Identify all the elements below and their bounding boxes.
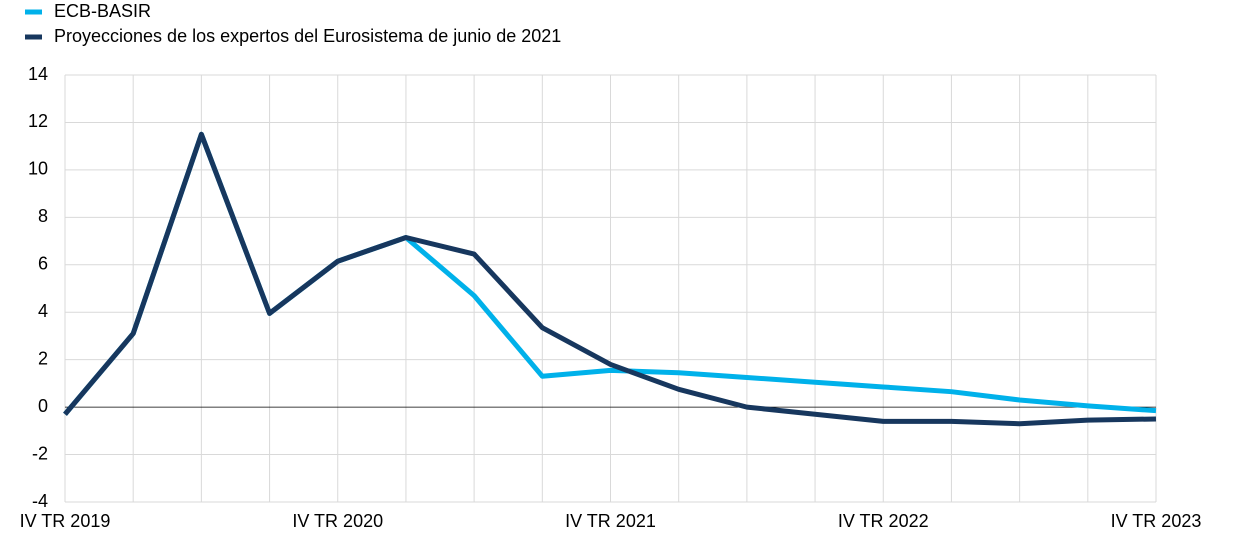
y-tick-label: 6 [38,254,48,274]
x-tick-label: IV TR 2020 [292,511,383,531]
x-tick-label: IV TR 2023 [1111,511,1202,531]
series-line [63,131,1157,427]
y-tick-label: -4 [32,491,48,511]
x-tick-label: IV TR 2019 [20,511,111,531]
legend-label: Proyecciones de los expertos del Eurosis… [54,26,561,46]
legend-label: ECB-BASIR [54,1,151,21]
y-tick-label: 4 [38,301,48,321]
y-tick-label: 0 [38,396,48,416]
y-tick-label: -2 [32,443,48,463]
y-tick-label: 10 [28,159,48,179]
y-tick-label: 14 [28,64,48,84]
x-tick-label: IV TR 2021 [565,511,656,531]
y-tick-label: 8 [38,206,48,226]
x-tick-label: IV TR 2022 [838,511,929,531]
y-tick-label: 12 [28,111,48,131]
y-tick-label: 2 [38,348,48,368]
